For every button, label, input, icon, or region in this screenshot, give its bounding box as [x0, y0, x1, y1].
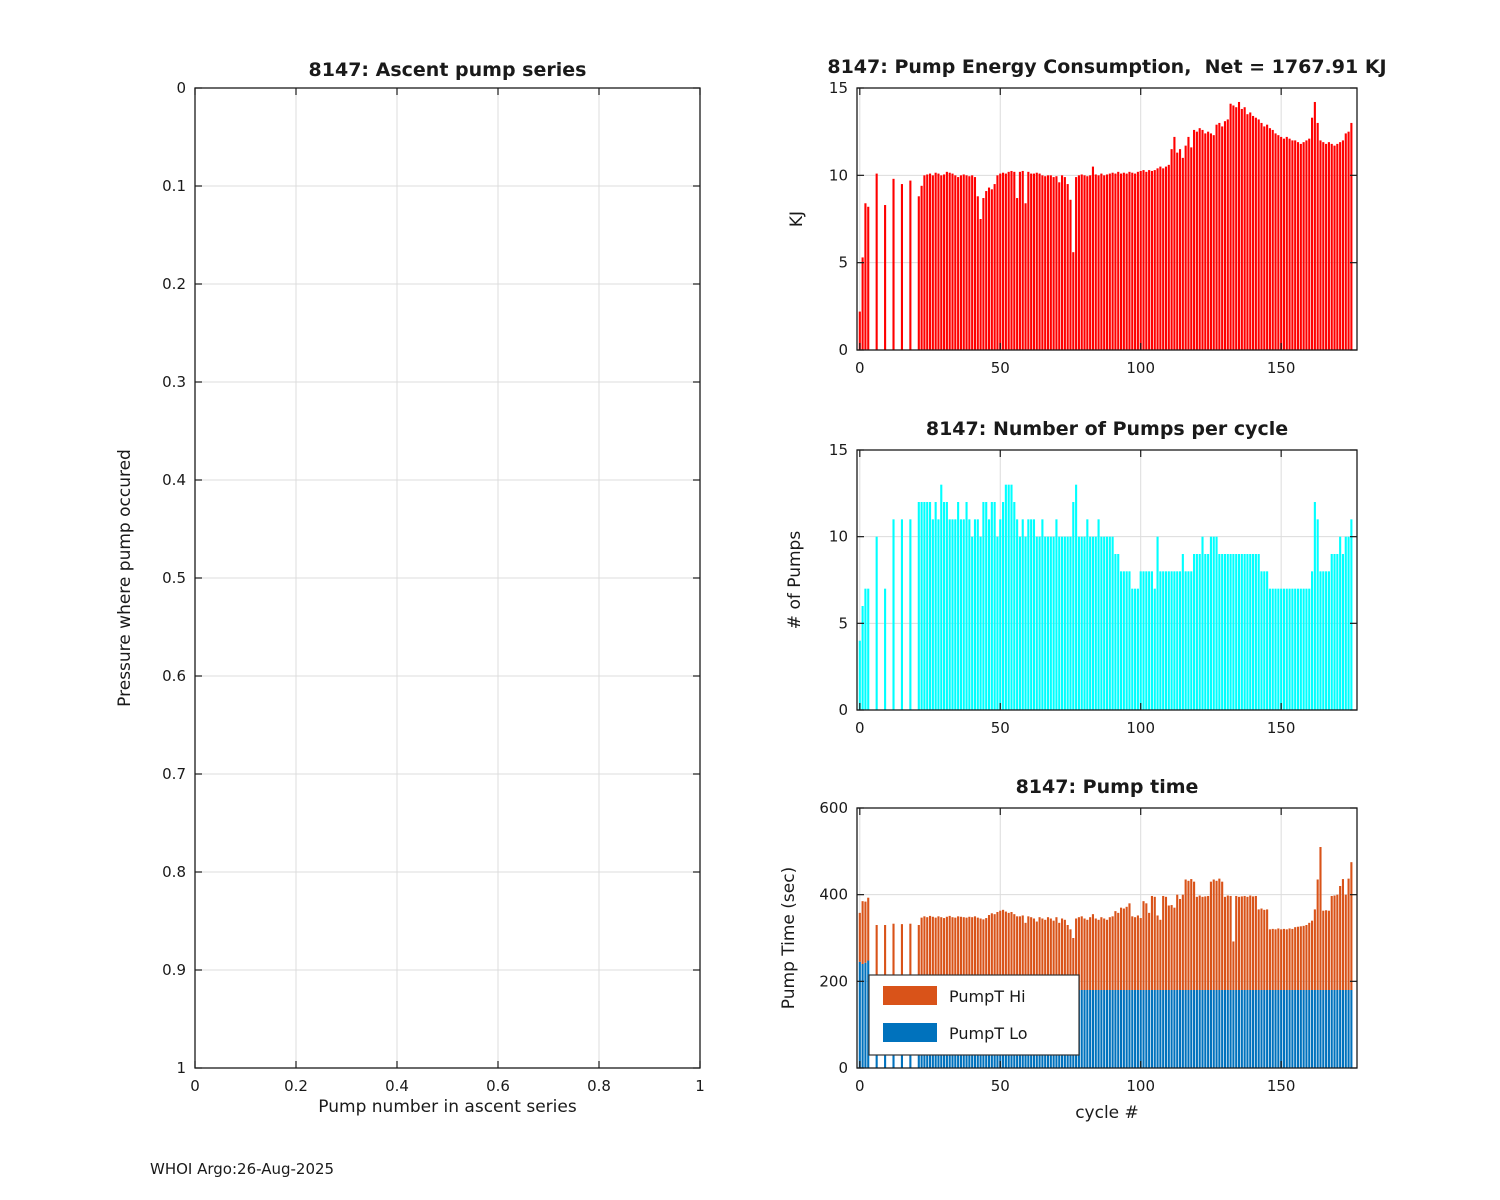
y-tick-label: 0.7 [162, 765, 186, 783]
x-tick-label: 150 [1267, 359, 1296, 377]
pump-energy-axes-box [856, 87, 1358, 351]
chart-title: 8147: Number of Pumps per cycle [926, 418, 1288, 440]
y-tick-label: 0.2 [162, 275, 186, 293]
x-tick-label: 0 [190, 1077, 200, 1095]
x-tick-label: 100 [1126, 719, 1155, 737]
y-tick-label: 0.6 [162, 667, 186, 685]
y-axis-label: # of Pumps [785, 531, 805, 630]
y-tick-label: 0 [838, 701, 848, 719]
y-tick-label: 15 [829, 79, 848, 97]
y-tick-label: 0.3 [162, 373, 186, 391]
pumps-per-cycle-ticks [857, 449, 1357, 711]
ascent-pump-series-svg: 0 0.2 0.4 0.6 0.8 100.10.20.30.40.50.60.70.80… [115, 59, 705, 1117]
y-tick-label: 5 [838, 254, 848, 272]
x-tick-label: 150 [1267, 1077, 1296, 1095]
chart-title: 8147: Ascent pump series [309, 59, 587, 81]
pump-energy-ticks [857, 87, 1357, 351]
y-tick-label: 0.9 [162, 961, 186, 979]
ascent-pump-series-grid [194, 87, 701, 1069]
x-axis-label: cycle # [1075, 1103, 1139, 1123]
ascent-pump-series-ticks [194, 87, 701, 1069]
x-tick-label: 50 [991, 719, 1010, 737]
x-tick-label: 100 [1126, 1077, 1155, 1095]
y-tick-label: 10 [829, 528, 848, 546]
x-tick-label: 1 [695, 1077, 705, 1095]
y-axis-label: Pressure where pump occured [115, 449, 135, 707]
x-tick-label: 0 [855, 359, 865, 377]
pump-time-axes-box [856, 807, 1358, 1069]
pump-time-chart: 0 50 100 150 600 400 200 0 8147: Pump time cycle … [779, 763, 1460, 1183]
pump-time-ticks [857, 807, 1357, 1069]
x-tick-label: 0.2 [284, 1077, 308, 1095]
chart-title: 8147: Pump Energy Consumption, Net = 176… [827, 56, 1386, 78]
y-tick-label: 0.8 [162, 863, 186, 881]
pumps-per-cycle-bars [858, 484, 1353, 710]
y-tick-label: 0 [838, 1059, 848, 1077]
pumps-per-cycle-chart: 0 50 100 150 15 10 5 0 8147: Number of Pumps per… [780, 405, 1460, 755]
legend-swatch-hi [883, 986, 937, 1005]
x-tick-label: 0 [855, 1077, 865, 1095]
y-tick-label: 0.1 [162, 177, 186, 195]
y-tick-label: 0.4 [162, 471, 186, 489]
pumps-per-cycle-axes-box [856, 449, 1358, 711]
y-axis-label: Pump Time (sec) [780, 867, 799, 1009]
y-tick-label: 200 [819, 972, 848, 990]
y-tick-label: 15 [829, 441, 848, 459]
x-tick-label: 0 [855, 719, 865, 737]
x-axis-label: Pump number in ascent series [318, 1097, 577, 1117]
y-tick-label: 0 [838, 341, 848, 359]
y-axis-label: KJ [787, 211, 807, 227]
x-tick-label: 100 [1126, 359, 1155, 377]
chart-title: 8147: Pump time [1016, 776, 1199, 798]
x-tick-label: 0.8 [587, 1077, 611, 1095]
x-tick-label: 0.6 [486, 1077, 510, 1095]
pump-time-svg: 0 50 100 150 600 400 200 0 8147: Pump time cycle … [779, 776, 1358, 1123]
pump-energy-bars [858, 101, 1353, 351]
y-tick-label: 1 [176, 1059, 186, 1077]
figure-footer-text: WHOI Argo:26-Aug-2025 [150, 1160, 335, 1178]
ascent-pump-series-chart: 0 0.2 0.4 0.6 0.8 1 0 0.1 0.2 0.3 0.4 0.5 0.6 0.7 0.8 0… [100, 40, 740, 1160]
legend-label: PumpT Hi [949, 987, 1026, 1006]
legend-swatch-lo [883, 1023, 937, 1042]
pump-energy-chart: 0 50 100 150 15 10 5 0 8147: Pump Energy Consump… [780, 40, 1460, 390]
x-tick-label: 50 [991, 1077, 1010, 1095]
x-tick-label: 50 [991, 359, 1010, 377]
x-tick-label: 150 [1267, 719, 1296, 737]
y-tick-label: 400 [819, 886, 848, 904]
legend-label: PumpT Lo [949, 1024, 1028, 1043]
y-tick-label: 0 [176, 79, 186, 97]
x-tick-label: 0.4 [385, 1077, 409, 1095]
y-tick-label: 10 [829, 166, 848, 184]
y-tick-label: 5 [838, 614, 848, 632]
y-tick-label: 600 [819, 799, 848, 817]
y-tick-label: 0.5 [162, 569, 186, 587]
